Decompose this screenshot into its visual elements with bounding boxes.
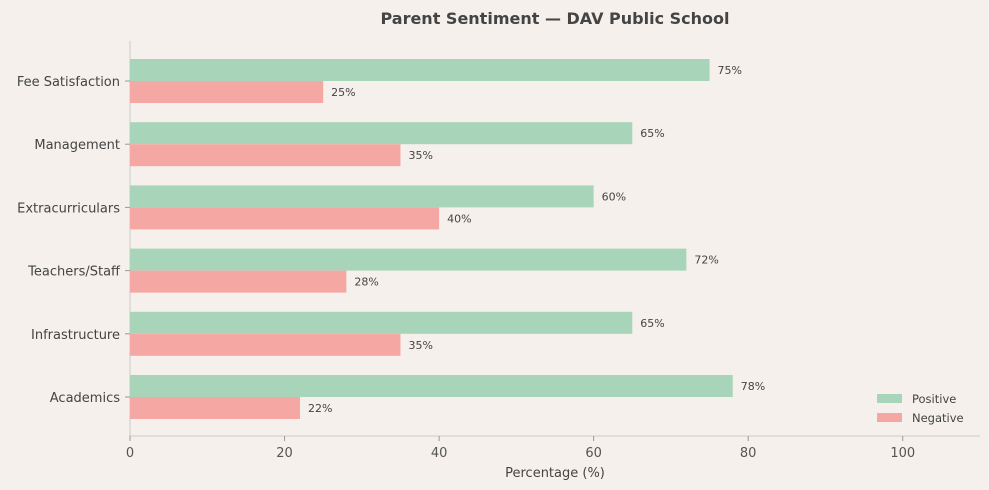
data-label: 65% [640, 317, 664, 330]
bar-positive [130, 122, 633, 145]
bar-positive [130, 375, 733, 397]
data-label: 78% [741, 380, 765, 393]
data-label: 75% [718, 64, 742, 77]
bar-negative [130, 397, 300, 419]
x-tick-label: 60 [585, 446, 602, 461]
legend-label: Negative [912, 411, 964, 425]
x-tick-label: 20 [276, 446, 293, 461]
data-label: 22% [308, 402, 332, 415]
bar-negative [130, 270, 347, 293]
x-tick-label: 0 [126, 446, 134, 461]
x-tick-label: 80 [740, 446, 757, 461]
chart-title: Parent Sentiment — DAV Public School [380, 9, 729, 28]
category-label: Fee Satisfaction [17, 75, 120, 90]
data-label: 40% [447, 212, 471, 225]
legend-swatch-positive [877, 394, 902, 403]
data-label: 72% [694, 254, 718, 267]
legend-swatch-negative [877, 413, 902, 422]
data-label: 60% [602, 190, 626, 203]
category-label: Teachers/Staff [27, 265, 121, 280]
x-tick-label: 100 [890, 446, 915, 461]
category-label: Academics [50, 391, 120, 406]
category-label: Management [34, 138, 120, 153]
data-label: 65% [640, 127, 664, 140]
bar-negative [130, 207, 440, 230]
bar-positive [130, 311, 633, 334]
data-label: 28% [354, 276, 378, 289]
data-label: 35% [408, 339, 432, 352]
data-label: 35% [408, 149, 432, 162]
bar-negative [130, 144, 401, 167]
legend: Positive Negative [877, 392, 964, 425]
category-label: Infrastructure [31, 328, 120, 343]
data-label: 25% [331, 86, 355, 99]
x-axis-label: Percentage (%) [505, 466, 605, 481]
bar-positive [130, 59, 710, 81]
bar-positive [130, 248, 687, 271]
x-tick-label: 40 [431, 446, 448, 461]
bar-negative [130, 81, 324, 103]
legend-label: Positive [912, 392, 956, 406]
bar-negative [130, 333, 401, 356]
category-label: Extracurriculars [17, 201, 120, 216]
bar-positive [130, 185, 594, 208]
